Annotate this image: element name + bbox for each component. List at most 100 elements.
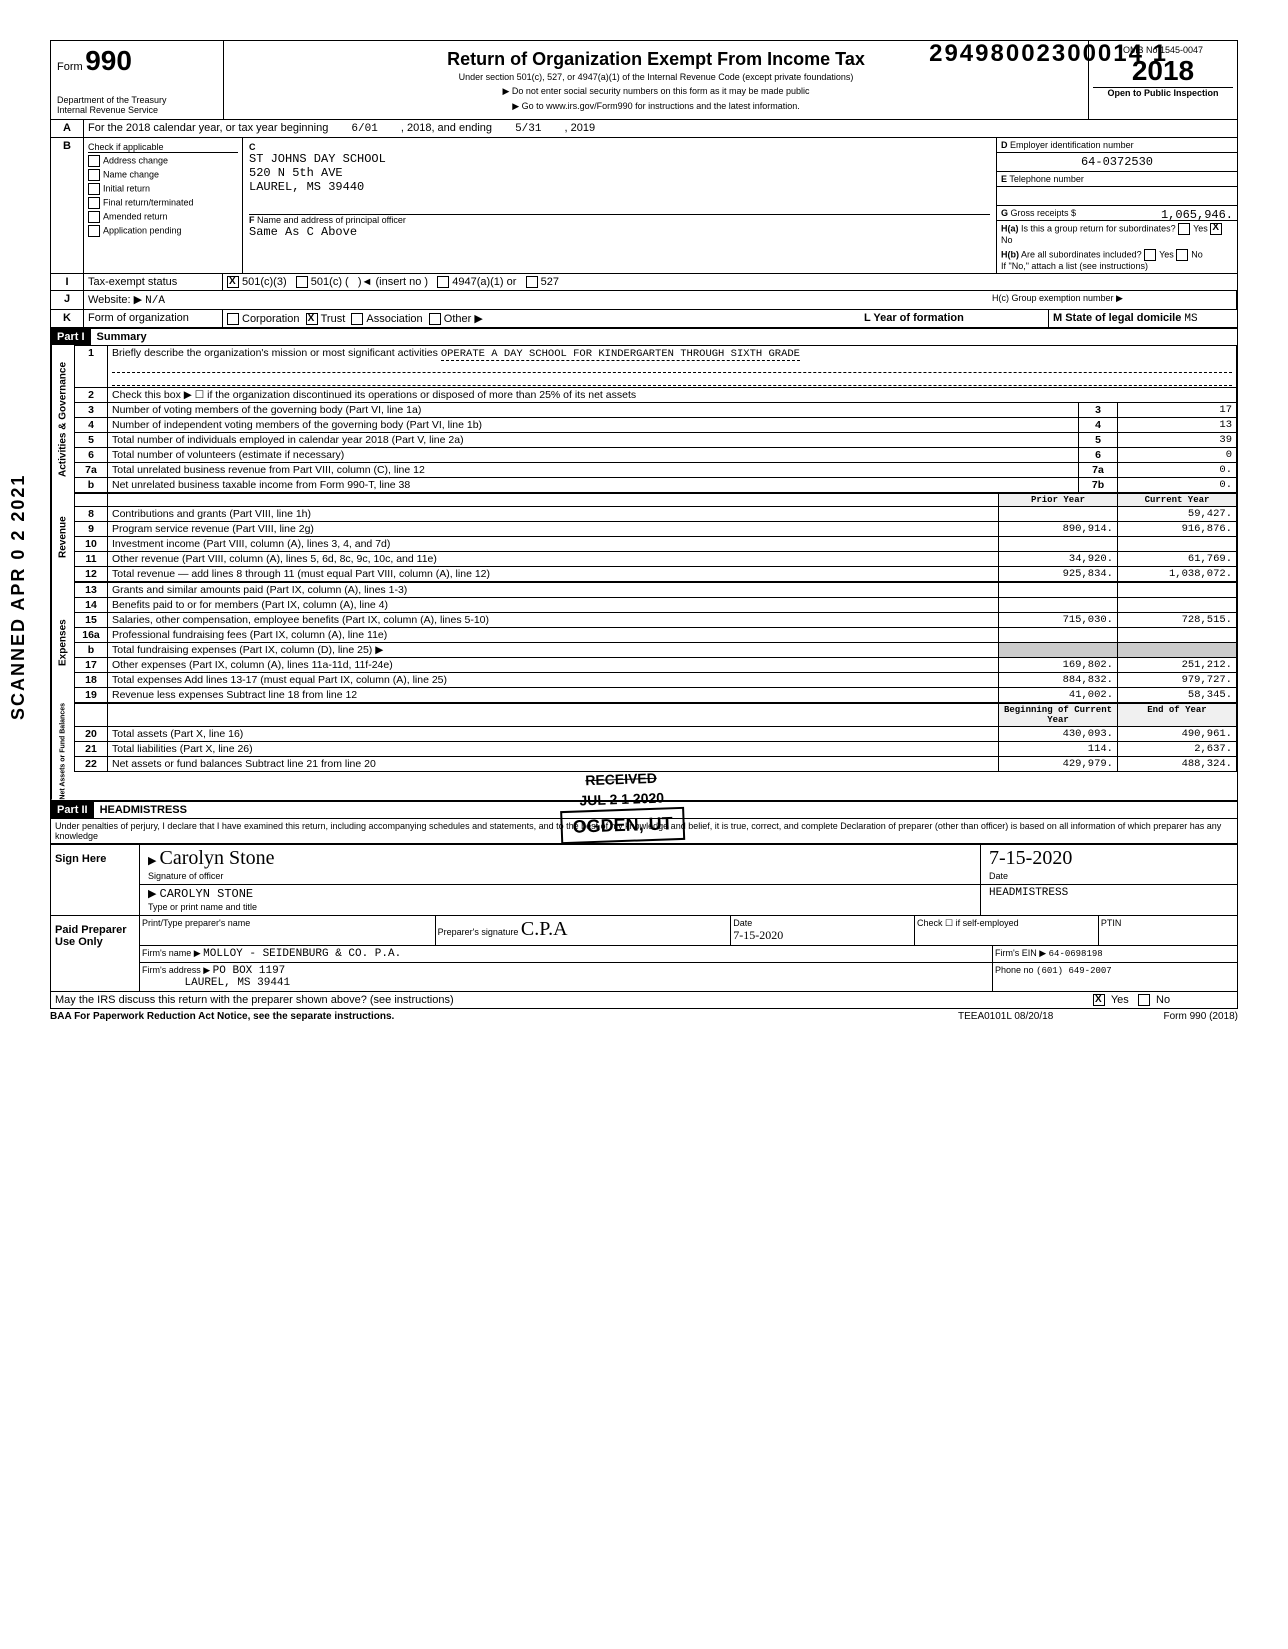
tax-year-begin: 6/01 [331,123,397,135]
chk-discuss-no[interactable] [1138,994,1150,1006]
gov-n-2: 5 [75,433,108,448]
sig-label: Signature of officer [148,871,223,881]
opt-amended-return: Amended return [103,211,168,221]
form-footer: Form 990 (2018) [1118,1011,1238,1022]
chk-discuss-yes[interactable] [1093,994,1105,1006]
net-n-2: 22 [75,757,108,772]
chk-initial-return[interactable] [88,183,100,195]
exp-p-1 [999,598,1118,613]
mission-text: OPERATE A DAY SCHOOL FOR KINDERGARTEN TH… [441,348,800,361]
opt-corp: Corporation [242,313,299,325]
col-current: Current Year [1118,494,1237,507]
line-b-label: B [51,138,84,273]
chk-527[interactable] [526,276,538,288]
rev-p-2 [999,537,1118,552]
chk-assoc[interactable] [351,313,363,325]
net-p-2: 429,979. [999,757,1118,772]
website-value: N/A [145,295,165,307]
exp-c-5: 251,212. [1118,658,1237,673]
part1-header: Part I [51,329,91,345]
rev-p-0 [999,507,1118,522]
chk-application-pending[interactable] [88,225,100,237]
rev-t-4: Total revenue — add lines 8 through 11 (… [108,567,999,582]
form-subtitle: Under section 501(c), 527, or 4947(a)(1)… [230,72,1082,82]
opt-final-return: Final return/terminated [103,197,194,207]
gov-n-5: b [75,478,108,493]
exp-p-4 [999,643,1118,658]
gov-b-1: 4 [1079,418,1118,433]
exp-t-0: Grants and similar amounts paid (Part IX… [108,583,999,598]
gov-b-4: 7a [1079,463,1118,478]
teea-text: TEEA0101L 08/20/18 [958,1011,1118,1022]
org-name: ST JOHNS DAY SCHOOL [249,152,990,166]
exp-p-0 [999,583,1118,598]
gov-t-4: Total unrelated business revenue from Pa… [108,463,1079,478]
gov-v-4: 0. [1118,463,1237,478]
chk-hb-no[interactable] [1176,249,1188,261]
sign-here-label: Sign Here [51,845,140,915]
line-j-label: J [51,291,84,309]
opt-4947: 4947(a)(1) or [452,276,516,288]
line-a-text1: For the 2018 calendar year, or tax year … [88,122,328,134]
prep-date-label: Date [733,918,752,928]
arrow-line-2: ▶ Go to www.irs.gov/Form990 for instruct… [230,101,1082,112]
chk-trust[interactable] [306,313,318,325]
rev-n-3: 11 [75,552,108,567]
exp-t-7: Revenue less expenses Subtract line 18 f… [108,688,999,703]
exp-p-5: 169,802. [999,658,1118,673]
chk-address-change[interactable] [88,155,100,167]
exp-t-6: Total expenses Add lines 13-17 (must equ… [108,673,999,688]
chk-name-change[interactable] [88,169,100,181]
exp-c-2: 728,515. [1118,613,1237,628]
opt-501c: 501(c) ( [311,276,349,288]
chk-corp[interactable] [227,313,239,325]
gov-t-0: Number of voting members of the governin… [108,403,1079,418]
line-a-label: A [51,120,84,137]
gov-v-2: 39 [1118,433,1237,448]
exp-n-5: 17 [75,658,108,673]
firm-addr1: PO BOX 1197 [213,965,286,977]
principal-officer: Same As C Above [249,225,357,239]
rev-t-3: Other revenue (Part VIII, column (A), li… [108,552,999,567]
rev-n-1: 9 [75,522,108,537]
net-c-2: 488,324. [1118,757,1237,772]
dept-line1: Department of the Treasury [57,95,217,105]
net-p-1: 114. [999,742,1118,757]
chk-501c[interactable] [296,276,308,288]
firm-phone: (601) 649-2007 [1036,966,1112,976]
chk-hb-yes[interactable] [1144,249,1156,261]
opt-527: 527 [541,276,559,288]
prep-sig-label: Preparer's signature [438,927,519,937]
vert-activities: Activities & Governance [51,345,74,493]
chk-other[interactable] [429,313,441,325]
hb-note: If "No," attach a list (see instructions… [1001,261,1148,271]
rev-p-4: 925,834. [999,567,1118,582]
rev-c-3: 61,769. [1118,552,1237,567]
chk-ha-no[interactable] [1210,223,1222,235]
chk-4947[interactable] [437,276,449,288]
opt-address-change: Address change [103,155,168,165]
rev-c-2 [1118,537,1237,552]
chk-final-return[interactable] [88,197,100,209]
paid-preparer-label: Paid Preparer Use Only [51,916,140,991]
chk-ha-yes[interactable] [1178,223,1190,235]
chk-501c3[interactable] [227,276,239,288]
exp-n-6: 18 [75,673,108,688]
gov-v-3: 0 [1118,448,1237,463]
rev-c-4: 1,038,072. [1118,567,1237,582]
rev-t-2: Investment income (Part VIII, column (A)… [108,537,999,552]
chk-amended-return[interactable] [88,211,100,223]
gov-n-0: 3 [75,403,108,418]
firm-addr2: LAUREL, MS 39441 [185,977,291,989]
net-p-0: 430,093. [999,727,1118,742]
exp-p-2: 715,030. [999,613,1118,628]
gov-t-3: Total number of volunteers (estimate if … [108,448,1079,463]
gov-b-0: 3 [1079,403,1118,418]
state-value: MS [1184,313,1197,325]
prep-signature: C.P.A [521,918,568,940]
line-e-text: Telephone number [1009,174,1084,184]
firm-addr-label: Firm's address ▶ [142,965,210,975]
net-c-1: 2,637. [1118,742,1237,757]
net-c-0: 490,961. [1118,727,1237,742]
check-self-emp: Check ☐ if self-employed [915,916,1099,945]
